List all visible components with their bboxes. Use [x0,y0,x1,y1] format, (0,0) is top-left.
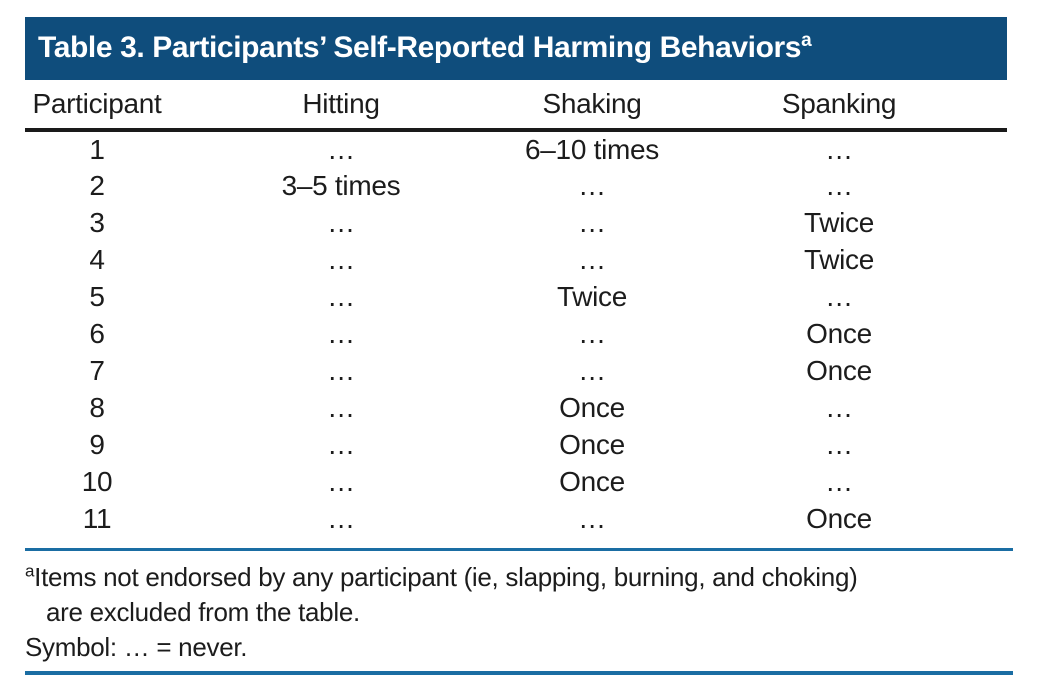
symbol-note: Symbol: … = never. [25,632,248,662]
cell-hitting: … [327,206,355,238]
footnote-marker: a [25,561,35,581]
cell-spanking: … [825,133,853,165]
cell-shaking: 6–10 times [525,133,659,165]
cell-participant: 11 [82,502,112,534]
cell-spanking: Twice [803,206,875,238]
table-row: 1 … 6–10 times … [25,130,1007,167]
cell-spanking: Once [806,502,872,534]
cell-hitting: … [327,243,355,275]
column-header-hitting: Hitting [169,80,513,132]
cell-shaking: … [578,317,606,349]
cell-shaking: … [578,502,606,534]
cell-spanking: … [825,428,853,460]
cell-shaking: Twice [556,280,628,312]
data-table: Participant Hitting Shaking Spanking 1 …… [25,80,1007,537]
footnotes: aItems not endorsed by any participant (… [25,560,1020,665]
cell-hitting: … [327,391,355,423]
table-row: 2 3–5 times … … [25,167,1007,204]
cell-shaking: Once [559,465,625,497]
cell-participant: 6 [89,317,105,349]
header-row: Participant Hitting Shaking Spanking [25,80,1007,132]
cell-hitting: … [327,502,355,534]
table-row: 9 … Once … [25,426,1007,463]
cell-participant: 8 [89,391,105,423]
cell-hitting: … [327,133,355,165]
table-row: 3 … … Twice [25,204,1007,241]
footnote-a-text: Items not endorsed by any participant (i… [34,562,858,592]
table-title: Table 3. Participants’ Self-Reported Har… [38,31,802,64]
cell-spanking: Once [806,354,872,386]
table-title-bar: Table 3. Participants’ Self-Reported Har… [25,17,1007,80]
cell-hitting: … [327,465,355,497]
column-header-shaking: Shaking [513,80,671,132]
table-row: 5 … Twice … [25,278,1007,315]
column-header-spanking: Spanking [671,80,1007,132]
cell-spanking: … [825,280,853,312]
cell-participant: 5 [89,280,105,312]
cell-participant: 7 [89,354,105,386]
table-bottom-rule [25,548,1013,551]
cell-hitting: … [327,428,355,460]
cell-hitting: … [327,280,355,312]
table-row: 6 … … Once [25,315,1007,352]
table-row: 11 … … Once [25,500,1007,537]
cell-shaking: … [578,206,606,238]
cell-spanking: … [825,169,853,201]
cell-hitting: … [327,354,355,386]
cell-spanking: Twice [803,243,875,275]
cell-participant: 1 [89,133,105,165]
figure-bottom-rule [25,671,1013,675]
cell-participant: 10 [81,465,113,497]
cell-spanking: … [825,465,853,497]
cell-shaking: … [578,354,606,386]
cell-participant: 4 [89,243,105,275]
footnote-a-line1: aItems not endorsed by any participant (… [25,560,1020,595]
cell-participant: 9 [89,428,105,460]
cell-hitting: 3–5 times [281,169,401,201]
cell-shaking: … [578,169,606,201]
cell-spanking: Once [806,317,872,349]
cell-shaking: Once [559,428,625,460]
table-body: 1 … 6–10 times … 2 3–5 times … … 3 … … T… [25,130,1007,537]
table-row: 10 … Once … [25,463,1007,500]
table-row: 7 … … Once [25,352,1007,389]
cell-spanking: … [825,391,853,423]
cell-hitting: … [327,317,355,349]
cell-shaking: … [578,243,606,275]
table-title-footnote-marker: a [801,30,812,51]
cell-participant: 3 [89,206,105,238]
column-header-participant: Participant [25,80,169,132]
table-row: 8 … Once … [25,389,1007,426]
cell-participant: 2 [89,169,105,201]
cell-shaking: Once [559,391,625,423]
table-header: Participant Hitting Shaking Spanking [25,80,1007,132]
table-row: 4 … … Twice [25,241,1007,278]
footnote-a-line2: are excluded from the table. [46,597,360,627]
